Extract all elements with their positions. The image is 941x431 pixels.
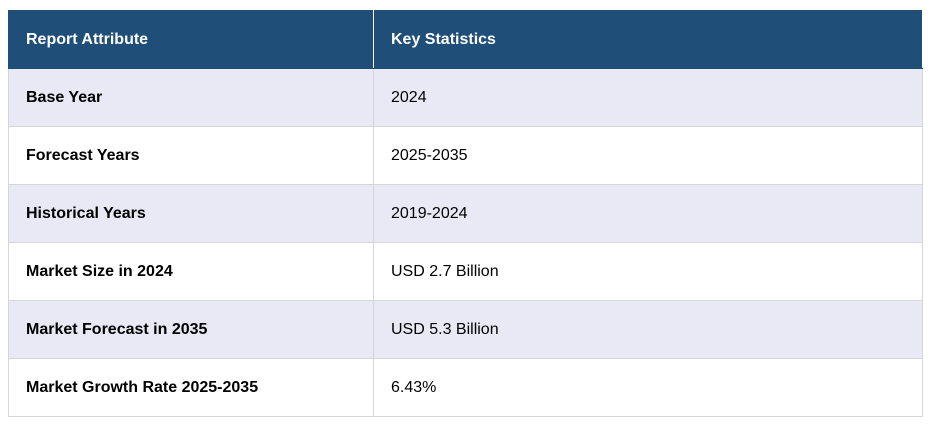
header-cell: Report Attribute [8,10,374,69]
value-cell: 2025-2035 [373,126,923,185]
table-row: Market Growth Rate 2025-2035 6.43% [8,358,923,417]
attribute-cell: Market Size in 2024 [8,242,374,301]
value-cell: USD 5.3 Billion [373,300,923,359]
value-cell: 2024 [373,68,923,127]
value-cell: 2019-2024 [373,184,923,243]
attribute-cell: Base Year [8,68,374,127]
table-row: Forecast Years 2025-2035 [8,126,923,185]
table-row: Market Size in 2024 USD 2.7 Billion [8,242,923,301]
header-row: Report Attribute Key Statistics [8,10,923,69]
value-cell: 6.43% [373,358,923,417]
table-body: Base Year 2024 Forecast Years 2025-2035 Hist… [8,68,923,417]
report-table: Report Attribute Key Statistics Base Year… [8,10,923,417]
table-row: Historical Years 2019-2024 [8,184,923,243]
attribute-cell: Market Growth Rate 2025-2035 [8,358,374,417]
table-row: Base Year 2024 [8,68,923,127]
header-cell: Key Statistics [373,10,923,69]
table-row: Market Forecast in 2035 USD 5.3 Billion [8,300,923,359]
attribute-cell: Historical Years [8,184,374,243]
value-cell: USD 2.7 Billion [373,242,923,301]
attribute-cell: Forecast Years [8,126,374,185]
attribute-cell: Market Forecast in 2035 [8,300,374,359]
